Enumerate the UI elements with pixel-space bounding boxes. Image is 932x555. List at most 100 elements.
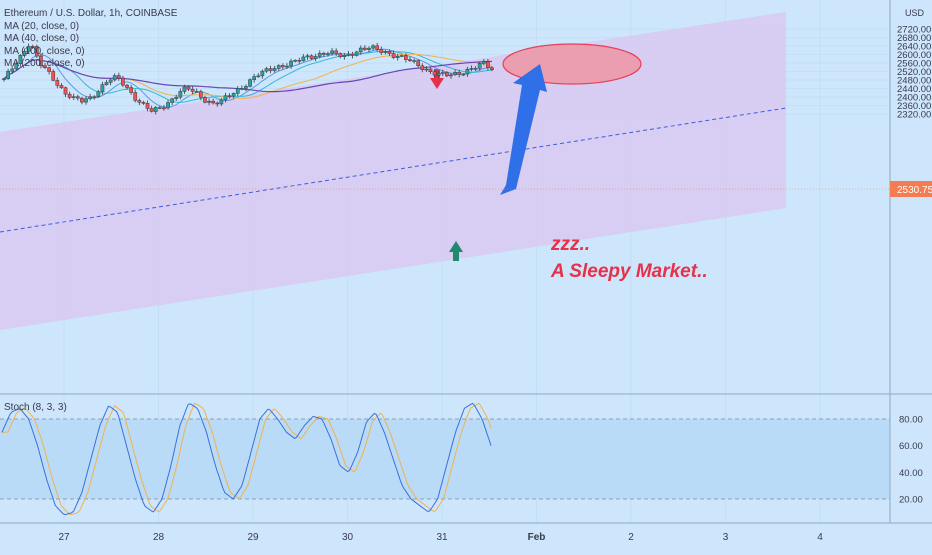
candle-body: [174, 96, 179, 100]
candle-body: [391, 53, 396, 58]
candle-body: [358, 47, 363, 53]
candle-body: [322, 53, 326, 55]
candle-body: [116, 75, 121, 79]
candle-body: [231, 93, 236, 97]
candle-body: [112, 75, 117, 81]
candle-body: [289, 60, 293, 67]
candle-body: [399, 55, 404, 57]
candle-body: [170, 98, 174, 103]
candle-body: [227, 95, 232, 97]
candle-body: [453, 72, 457, 76]
price-tick-label: 2320.00: [897, 110, 931, 121]
date-tick-label: Feb: [528, 532, 546, 543]
current-price-badge: [890, 181, 932, 197]
candle-body: [104, 82, 109, 85]
candle-body: [481, 61, 486, 64]
candle-body: [129, 87, 133, 93]
date-tick-label: 2: [628, 532, 634, 543]
legend-ma-20[interactable]: MA (20, close, 0): [4, 20, 80, 32]
ma-20-line: [3, 48, 493, 108]
stochastic-lines: [1, 402, 492, 516]
target-arrow-icon: [500, 64, 547, 195]
candle-body: [34, 46, 39, 57]
price-tick-label: 2680.00: [897, 33, 931, 44]
candle-body: [469, 68, 474, 70]
candle-body: [445, 72, 449, 77]
date-tick-label: 3: [723, 532, 729, 543]
candle-body: [256, 75, 261, 78]
candle-body: [424, 68, 429, 71]
candles: [2, 42, 494, 115]
candle-body: [432, 71, 437, 76]
candle-body: [194, 91, 199, 93]
symbol-title[interactable]: Ethereum / U.S. Dollar, 1h, COINBASE: [4, 8, 178, 19]
stoch-band: [0, 419, 890, 499]
ascending-channel: [0, 12, 786, 330]
price-tick-label: 2560.00: [897, 59, 931, 70]
candle-body: [80, 97, 84, 103]
candle-body: [383, 51, 388, 53]
candle-body: [145, 103, 150, 109]
candle-body: [141, 102, 146, 104]
candle-body: [252, 76, 257, 80]
candle-body: [108, 79, 113, 83]
candle-body: [67, 93, 72, 98]
candle-body: [186, 86, 191, 90]
candle-body: [178, 91, 183, 98]
legend-ma-100[interactable]: MA (100, close, 0): [4, 45, 85, 57]
candle-body: [260, 70, 265, 77]
candle-body: [71, 96, 76, 98]
candle-body: [490, 67, 494, 70]
candle-body: [285, 65, 289, 68]
candle-body: [125, 84, 129, 88]
price-tick-label: 2480.00: [897, 76, 931, 87]
candle-body: [190, 88, 195, 92]
candle-body: [301, 56, 306, 62]
legend-ma-200[interactable]: MA (200, close, 0): [4, 58, 85, 69]
candle-body: [342, 54, 347, 57]
down-arrow-icon: [430, 69, 444, 89]
candle-body: [244, 86, 248, 89]
candle-body: [379, 49, 384, 53]
candle-body: [416, 60, 421, 67]
currency-label: USD: [905, 8, 925, 18]
candle-body: [412, 60, 416, 62]
ma-200-line: [3, 59, 493, 93]
indicator-legend: Ethereum / U.S. Dollar, 1h, COINBASE MA …: [4, 8, 177, 71]
stoch-label: Stoch (8, 3, 3): [4, 402, 67, 413]
candle-body: [408, 59, 412, 61]
stoch-tick-label: 40.00: [899, 468, 923, 479]
candle-body: [137, 100, 142, 103]
stoch-d-line: [2, 402, 492, 516]
date-tick-label: 27: [58, 532, 70, 543]
price-tick-label: 2400.00: [897, 93, 931, 104]
annotation-sleepy-market: A Sleepy Market..: [550, 261, 708, 282]
candle-body: [465, 69, 470, 75]
candle-body: [440, 72, 445, 74]
annotation-zzz: zzz..: [550, 234, 590, 255]
candle-body: [395, 55, 400, 58]
candle-body: [268, 68, 273, 71]
candle-body: [371, 45, 375, 49]
legend-ma-40[interactable]: MA (40, close, 0): [4, 33, 80, 44]
candle-body: [96, 91, 101, 98]
candle-body: [334, 50, 339, 54]
current-price-value: 2530.75: [897, 185, 932, 196]
candle-body: [100, 84, 105, 92]
candle-body: [219, 99, 224, 105]
candle-body: [63, 87, 68, 95]
date-axis: 27 28 29 30 31 Feb 2 3 4: [58, 532, 823, 543]
price-tick-label: 2360.00: [897, 101, 931, 112]
candle-body: [55, 80, 60, 86]
candle-body: [149, 108, 154, 112]
price-axis: 2720.002680.002640.002600.002560.002520.…: [897, 25, 931, 121]
candle-body: [276, 65, 281, 69]
candle-body: [39, 55, 43, 66]
candle-body: [473, 68, 478, 70]
candle-body: [6, 70, 10, 79]
candle-body: [354, 51, 359, 56]
candle-body: [30, 46, 35, 48]
candle-body: [404, 55, 408, 60]
candle-body: [477, 63, 482, 69]
